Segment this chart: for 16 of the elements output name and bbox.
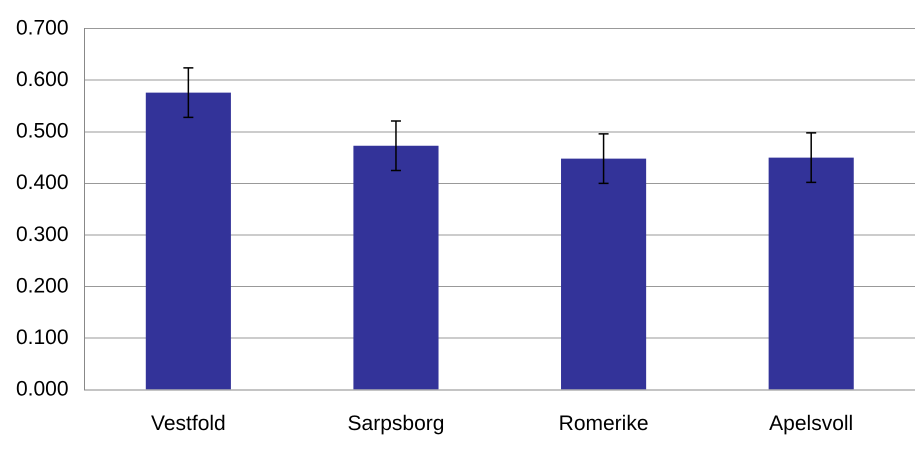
y-tick-label: 0.200	[16, 274, 69, 298]
x-tick-label: Romerike	[558, 412, 649, 436]
bar	[353, 146, 439, 390]
bar	[146, 92, 231, 390]
bar	[768, 158, 854, 390]
y-tick-label: 0.300	[16, 222, 69, 246]
x-tick-label: Apelsvoll	[769, 412, 854, 436]
y-tick-label: 0.700	[16, 16, 69, 40]
y-tick-label: 0.100	[16, 326, 69, 349]
y-tick-label: 0.500	[16, 120, 69, 143]
x-tick-label: Vestfold	[150, 412, 226, 436]
y-tick-label: 0.000	[16, 378, 69, 401]
x-tick-label: Sarpsborg	[348, 412, 444, 436]
y-tick-label: 0.600	[16, 68, 69, 91]
y-tick-label: 0.400	[16, 171, 69, 194]
bar	[561, 158, 646, 390]
